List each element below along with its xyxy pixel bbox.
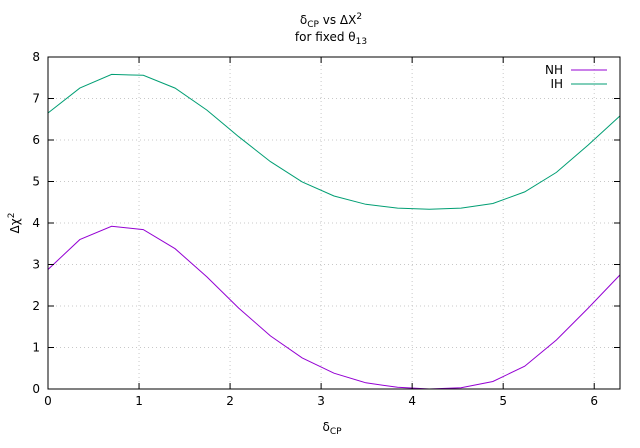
y-axis-label: Δχ2: [7, 213, 22, 234]
x-axis-label: δCP: [322, 420, 342, 437]
legend: NH IH: [545, 63, 607, 91]
grid: [48, 57, 620, 389]
y-tick-label: 8: [32, 50, 40, 64]
y-tick-label: 3: [32, 258, 40, 272]
y-tick-label: 2: [32, 299, 40, 313]
x-tick-label: 4: [408, 394, 416, 408]
x-tick-label: 0: [44, 394, 52, 408]
x-tick-label: 1: [135, 394, 143, 408]
series-line-ih: [47, 73, 621, 210]
ticks: 0 1 2 3 4 5 6 0 1 2 3 4 5 6 7 8: [32, 50, 620, 408]
chart-title-line-1: δCP vs ΔX2: [300, 12, 362, 30]
series-line-nh: [47, 225, 621, 390]
y-tick-label: 4: [32, 216, 40, 230]
chart-title-line-2: for fixed θ13: [295, 30, 367, 47]
series-layer: [47, 73, 621, 390]
y-tick-label: 6: [32, 133, 40, 147]
y-tick-label: 7: [32, 92, 40, 106]
x-tick-label: 2: [226, 394, 234, 408]
x-tick-label: 6: [590, 394, 598, 408]
legend-label-ih: IH: [550, 77, 563, 91]
x-tick-label: 5: [499, 394, 507, 408]
y-tick-label: 5: [32, 175, 40, 189]
x-tick-label: 3: [317, 394, 325, 408]
plot-frame: [47, 56, 621, 390]
y-tick-label: 0: [32, 382, 40, 396]
legend-label-nh: NH: [545, 63, 563, 77]
y-tick-label: 1: [32, 341, 40, 355]
